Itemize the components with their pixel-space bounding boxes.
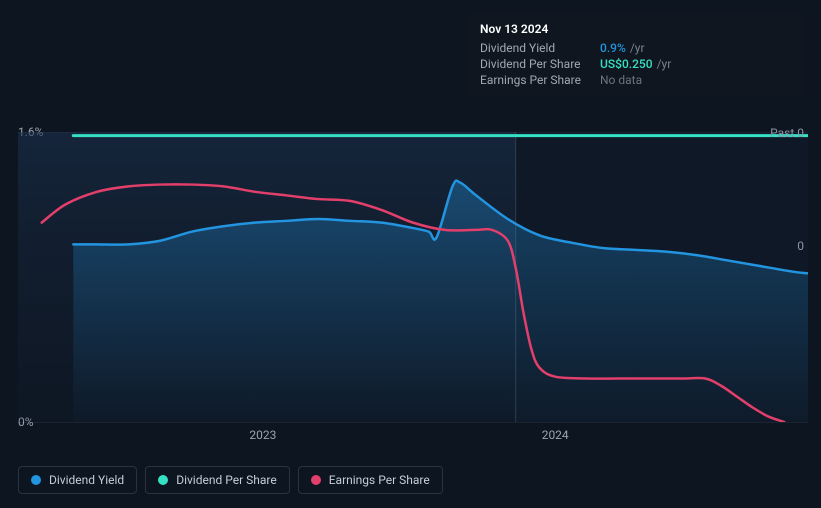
tooltip-row-value: 0.9%/yr (600, 41, 645, 55)
tooltip-row: Dividend Per ShareUS$0.250/yr (480, 56, 794, 72)
legend-label: Dividend Per Share (176, 473, 277, 487)
chart-side-label: Past 0 (770, 126, 804, 140)
legend-label: Earnings Per Share (329, 473, 430, 487)
legend-item[interactable]: Dividend Yield (18, 466, 137, 494)
tooltip-row: Earnings Per ShareNo data (480, 72, 794, 88)
chart-tooltip: Nov 13 2024 Dividend Yield0.9%/yrDividen… (468, 14, 806, 96)
tooltip-row-label: Earnings Per Share (480, 73, 600, 87)
y-gridline (18, 422, 808, 423)
legend-dot-icon (311, 475, 321, 485)
x-axis-tick: 2023 (249, 428, 276, 442)
legend-dot-icon (158, 475, 168, 485)
legend-item[interactable]: Earnings Per Share (298, 466, 443, 494)
legend-label: Dividend Yield (49, 473, 124, 487)
chart-legend: Dividend Yield Dividend Per Share Earnings… (18, 466, 443, 494)
tooltip-row: Dividend Yield0.9%/yr (480, 40, 794, 56)
tooltip-date: Nov 13 2024 (480, 22, 794, 36)
chart-side-label: 0 (797, 239, 804, 253)
dividend-chart: 1.6%0% 20232024 Past 00 (18, 108, 808, 428)
tooltip-row-label: Dividend Per Share (480, 57, 600, 71)
tooltip-row-value: No data (600, 73, 642, 87)
tooltip-row-label: Dividend Yield (480, 41, 600, 55)
x-axis-tick: 2024 (542, 428, 569, 442)
chart-plot-svg (18, 132, 808, 422)
tooltip-row-value: US$0.250/yr (600, 57, 671, 71)
legend-item[interactable]: Dividend Per Share (145, 466, 290, 494)
legend-dot-icon (31, 475, 41, 485)
